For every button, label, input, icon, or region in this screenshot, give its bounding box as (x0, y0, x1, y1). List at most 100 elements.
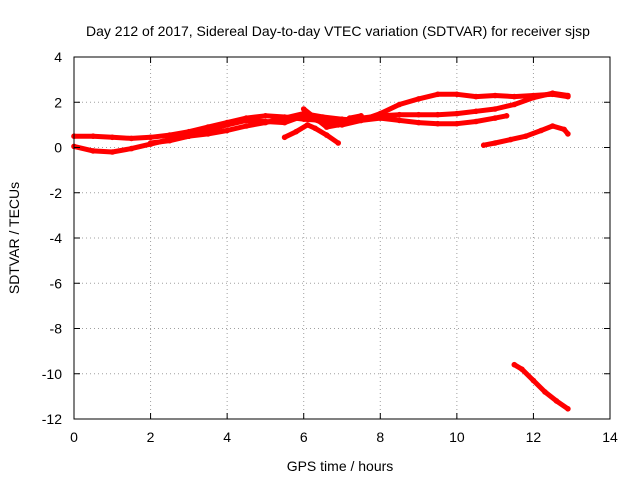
data-point (538, 127, 544, 134)
data-point (323, 132, 330, 138)
chart-title: Day 212 of 2017, Sidereal Day-to-day VTE… (86, 23, 590, 39)
data-point (128, 145, 135, 152)
data-point (109, 149, 116, 155)
data-point (492, 106, 498, 112)
data-point (415, 119, 422, 126)
data-point (90, 133, 96, 139)
x-tick-label: 0 (70, 429, 78, 445)
data-point (312, 115, 319, 121)
data-point (519, 366, 525, 373)
data-point (492, 92, 498, 99)
data-point (304, 122, 311, 128)
y-tick-label: 2 (54, 94, 62, 110)
data-point (109, 134, 116, 141)
data-point (549, 123, 556, 129)
data-point (565, 131, 571, 137)
data-point (503, 113, 510, 119)
x-tick-labels: 0 2 4 6 8 10 12 14 (70, 429, 618, 445)
y-tick-label: 4 (54, 49, 62, 65)
data-point (454, 91, 460, 98)
data-point (511, 361, 518, 368)
data-point (346, 115, 353, 121)
data-point (507, 136, 514, 143)
data-point (565, 406, 571, 412)
x-tick-label: 10 (449, 429, 465, 445)
data-point (396, 101, 403, 108)
data-point (396, 111, 403, 118)
data-point (396, 117, 403, 124)
data-point (243, 123, 250, 129)
data-point (147, 140, 154, 146)
x-tick-label: 6 (300, 429, 308, 445)
data-point (186, 128, 192, 135)
data-point (323, 124, 330, 130)
data-point (224, 122, 230, 128)
data-point (415, 111, 422, 118)
y-tick-labels: 4 2 0 -2 -4 -6 -8 -10 -12 (42, 49, 62, 427)
data-point (293, 128, 299, 135)
data-point (128, 135, 135, 142)
data-point (473, 118, 479, 125)
y-tick-label: -2 (50, 185, 63, 201)
y-tick-label: -8 (50, 321, 63, 337)
data-point (358, 117, 364, 124)
data-point (90, 148, 96, 154)
data-point (511, 93, 518, 100)
y-tick-label: -6 (50, 275, 63, 291)
data-point (530, 377, 537, 384)
series-line-arc-2 (71, 111, 510, 155)
data-point (243, 117, 250, 124)
y-axis-title: SDTVAR / TECUs (6, 182, 22, 294)
data-point (186, 133, 192, 139)
data-point (262, 113, 269, 119)
data-point (553, 398, 560, 404)
data-point (224, 127, 230, 134)
data-point (300, 106, 307, 112)
data-point (480, 142, 487, 148)
x-tick-label: 14 (602, 429, 618, 445)
x-tick-label: 12 (526, 429, 542, 445)
data-point (262, 118, 269, 125)
data-point (377, 110, 384, 117)
data-point (147, 134, 154, 141)
data-point (312, 125, 319, 132)
data-point (434, 91, 441, 98)
data-point (511, 101, 518, 108)
data-point (561, 126, 567, 133)
data-point (434, 111, 441, 118)
data-point (281, 134, 288, 141)
data-point (358, 113, 364, 119)
data-point (492, 140, 498, 146)
data-point (300, 113, 307, 119)
data-point (281, 119, 288, 126)
tick-marks (73, 56, 611, 420)
x-tick-label: 4 (223, 429, 231, 445)
data-point (523, 133, 529, 139)
data-point (492, 115, 498, 121)
data-point (335, 140, 342, 146)
y-tick-label: -10 (42, 366, 62, 382)
x-tick-label: 2 (147, 429, 155, 445)
data-point (415, 96, 422, 102)
data-point (549, 91, 556, 98)
data-point (205, 127, 211, 134)
y-tick-label: 0 (54, 140, 62, 156)
data-point (454, 120, 460, 127)
data-point (542, 389, 548, 395)
data-point (166, 137, 173, 144)
data-point (454, 110, 460, 117)
data-point (473, 93, 479, 100)
data-point (473, 108, 479, 115)
data-point (320, 114, 326, 120)
y-tick-label: -12 (42, 411, 62, 427)
y-tick-label: -4 (50, 230, 63, 246)
data-point (166, 132, 173, 138)
data-point (530, 92, 537, 99)
data-point (335, 122, 342, 128)
data-point (565, 93, 571, 100)
data-series (71, 90, 571, 412)
x-axis-title: GPS time / hours (287, 458, 394, 474)
x-tick-label: 8 (376, 429, 384, 445)
